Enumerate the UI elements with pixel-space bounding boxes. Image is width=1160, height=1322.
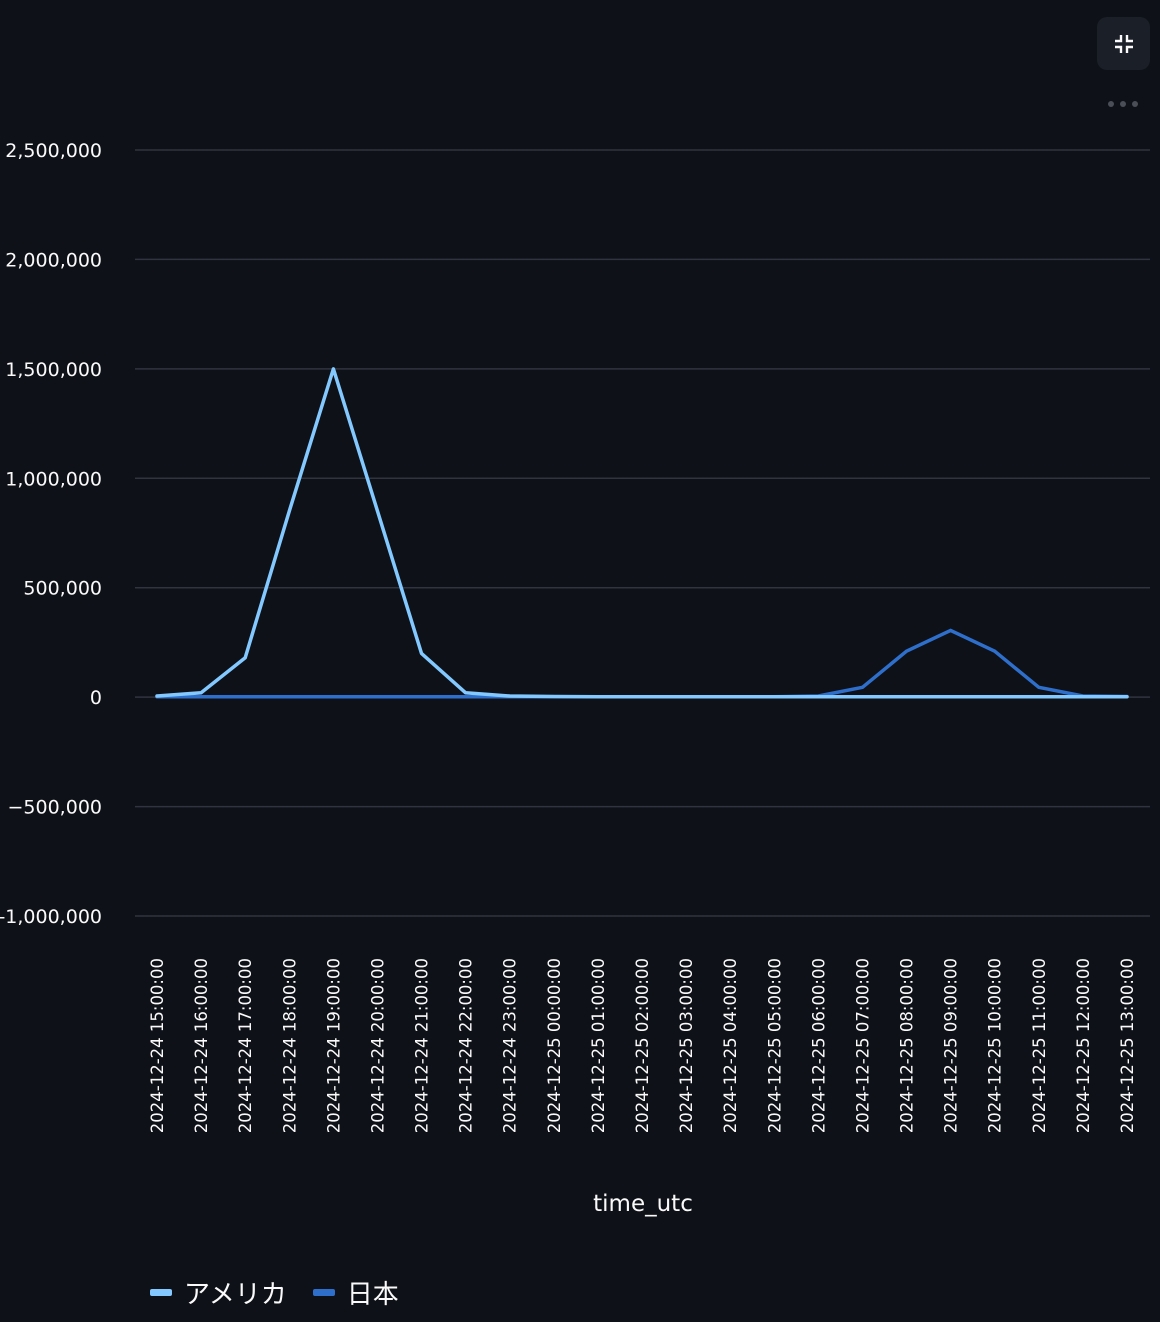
series-lines — [155, 367, 1129, 699]
data-point — [1125, 695, 1129, 699]
data-point — [949, 695, 953, 699]
data-point — [905, 649, 909, 653]
series-line-america[interactable] — [155, 367, 1129, 699]
data-point — [199, 695, 203, 699]
data-point — [860, 685, 864, 689]
y-axis-ticks: 2,500,000 2,000,000 1,500,000 1,000,000 500,… — [0, 140, 102, 928]
legend-label-america: アメリカ — [184, 1279, 287, 1310]
x-tick-label: 2024-12-24 18:00:00 — [280, 958, 299, 1133]
x-tick-label: 2024-12-25 06:00:00 — [809, 958, 828, 1133]
y-tick-label: 2,500,000 — [5, 140, 102, 162]
data-point — [243, 695, 247, 699]
y-tick-label: -1,000,000 — [0, 906, 102, 928]
x-tick-label: 2024-12-25 11:00:00 — [1030, 958, 1049, 1133]
x-tick-label: 2024-12-25 04:00:00 — [721, 958, 740, 1133]
grid-lines — [135, 149, 1150, 917]
legend-swatch-japan — [312, 1288, 335, 1296]
data-point — [949, 628, 953, 632]
data-point — [375, 695, 379, 699]
y-tick-label: 1,000,000 — [5, 468, 102, 490]
x-tick-label: 2024-12-24 15:00:00 — [148, 958, 167, 1133]
data-point — [816, 695, 820, 699]
y-tick-label: 2,000,000 — [5, 249, 102, 271]
data-point — [1081, 695, 1085, 699]
y-tick-label: −500,000 — [8, 797, 103, 819]
x-tick-label: 2024-12-24 17:00:00 — [236, 958, 255, 1133]
x-axis-title: time_utc — [593, 1191, 693, 1217]
legend-label-japan: 日本 — [346, 1279, 399, 1310]
exit-fullscreen-button[interactable] — [1097, 17, 1150, 70]
x-tick-label: 2024-12-24 19:00:00 — [324, 958, 343, 1133]
chart-legend: アメリカ 日本 — [150, 1272, 399, 1312]
x-tick-label: 2024-12-24 20:00:00 — [368, 958, 387, 1133]
series-line-japan[interactable] — [155, 628, 1129, 699]
x-tick-label: 2024-12-25 13:00:00 — [1118, 958, 1137, 1133]
data-point — [993, 649, 997, 653]
x-tick-label: 2024-12-25 08:00:00 — [898, 958, 917, 1133]
data-point — [420, 651, 424, 655]
x-tick-label: 2024-12-25 03:00:00 — [677, 958, 696, 1133]
x-tick-label: 2024-12-25 07:00:00 — [853, 958, 872, 1133]
x-tick-label: 2024-12-24 22:00:00 — [457, 958, 476, 1133]
y-tick-label: 1,500,000 — [5, 359, 102, 381]
data-point — [331, 695, 335, 699]
data-point — [243, 656, 247, 660]
data-point — [728, 695, 732, 699]
data-point — [684, 695, 688, 699]
data-point — [464, 695, 468, 699]
data-point — [552, 694, 556, 698]
data-point — [375, 509, 379, 513]
data-point — [464, 691, 468, 695]
legend-swatch-america — [150, 1288, 172, 1296]
data-point — [993, 695, 997, 699]
x-tick-label: 2024-12-25 01:00:00 — [589, 958, 608, 1133]
x-tick-label: 2024-12-25 00:00:00 — [545, 958, 564, 1133]
more-horizontal-icon — [1108, 101, 1138, 107]
data-point — [1037, 695, 1041, 699]
data-point — [155, 694, 159, 698]
x-tick-label: 2024-12-25 10:00:00 — [986, 958, 1005, 1133]
exit-fullscreen-icon — [1114, 34, 1133, 53]
data-point — [287, 695, 291, 699]
data-point — [331, 367, 335, 371]
x-tick-label: 2024-12-25 05:00:00 — [765, 958, 784, 1133]
data-point — [199, 691, 203, 695]
y-tick-label: 500,000 — [23, 578, 102, 600]
data-point — [640, 695, 644, 699]
data-point — [905, 695, 909, 699]
data-point — [420, 695, 424, 699]
legend-item-japan[interactable]: 日本 — [312, 1274, 399, 1311]
x-tick-label: 2024-12-25 02:00:00 — [633, 958, 652, 1133]
data-point — [287, 509, 291, 513]
x-tick-label: 2024-12-25 12:00:00 — [1074, 958, 1093, 1133]
y-tick-label: 0 — [90, 687, 102, 709]
more-menu-button[interactable] — [1104, 92, 1142, 116]
x-axis-ticks: 2024-12-24 15:00:00 2024-12-24 16:00:00 20… — [148, 958, 1137, 1133]
legend-item-america[interactable]: アメリカ — [150, 1274, 287, 1311]
x-tick-label: 2024-12-24 23:00:00 — [501, 958, 520, 1133]
x-tick-label: 2024-12-25 09:00:00 — [942, 958, 961, 1133]
data-point — [772, 695, 776, 699]
data-point — [508, 694, 512, 698]
x-tick-label: 2024-12-24 16:00:00 — [192, 958, 211, 1133]
data-point — [860, 695, 864, 699]
data-point — [596, 695, 600, 699]
x-tick-label: 2024-12-24 21:00:00 — [413, 958, 432, 1133]
data-point — [1037, 685, 1041, 689]
